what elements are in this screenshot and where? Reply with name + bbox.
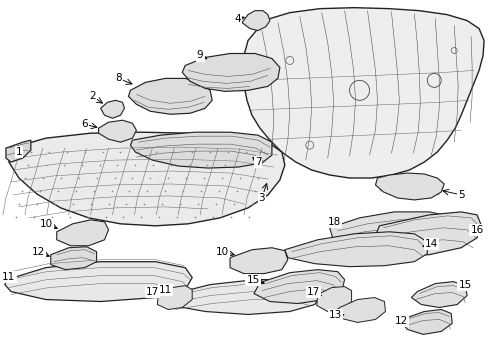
Text: 11: 11 <box>159 284 172 294</box>
Text: 2: 2 <box>89 91 96 101</box>
Text: 13: 13 <box>328 310 342 320</box>
Text: 10: 10 <box>215 247 228 257</box>
Polygon shape <box>99 120 136 142</box>
Text: 4: 4 <box>234 14 241 24</box>
Text: 14: 14 <box>424 239 437 249</box>
Text: 16: 16 <box>469 225 483 235</box>
Text: 17: 17 <box>306 287 320 297</box>
Text: 7: 7 <box>254 157 261 167</box>
Polygon shape <box>285 232 427 267</box>
Text: 3: 3 <box>258 193 264 203</box>
Polygon shape <box>374 212 480 256</box>
Polygon shape <box>243 8 483 178</box>
Polygon shape <box>9 132 285 226</box>
Polygon shape <box>157 285 192 310</box>
Polygon shape <box>253 270 344 303</box>
Text: 5: 5 <box>457 190 464 200</box>
Polygon shape <box>375 173 443 200</box>
Text: 11: 11 <box>2 272 16 282</box>
Text: 12: 12 <box>32 247 45 257</box>
Text: 12: 12 <box>394 316 407 327</box>
Text: 6: 6 <box>81 119 88 129</box>
Text: 1: 1 <box>16 147 22 157</box>
Text: 8: 8 <box>115 73 122 84</box>
Text: 15: 15 <box>458 280 471 289</box>
Polygon shape <box>329 212 466 252</box>
Text: 10: 10 <box>40 219 53 229</box>
Text: 17: 17 <box>145 287 159 297</box>
Polygon shape <box>130 132 271 168</box>
Polygon shape <box>316 287 351 311</box>
Polygon shape <box>229 248 287 274</box>
Polygon shape <box>242 11 269 31</box>
Polygon shape <box>334 298 385 323</box>
Text: 15: 15 <box>246 275 259 285</box>
Text: 18: 18 <box>327 217 341 227</box>
Polygon shape <box>6 140 31 162</box>
Polygon shape <box>410 282 466 307</box>
Polygon shape <box>57 220 108 246</box>
Polygon shape <box>128 78 212 114</box>
Polygon shape <box>401 310 451 334</box>
Polygon shape <box>51 247 96 270</box>
Text: 9: 9 <box>197 50 203 60</box>
Polygon shape <box>170 280 321 315</box>
Polygon shape <box>5 262 192 302</box>
Polygon shape <box>101 100 124 118</box>
Polygon shape <box>182 54 279 91</box>
